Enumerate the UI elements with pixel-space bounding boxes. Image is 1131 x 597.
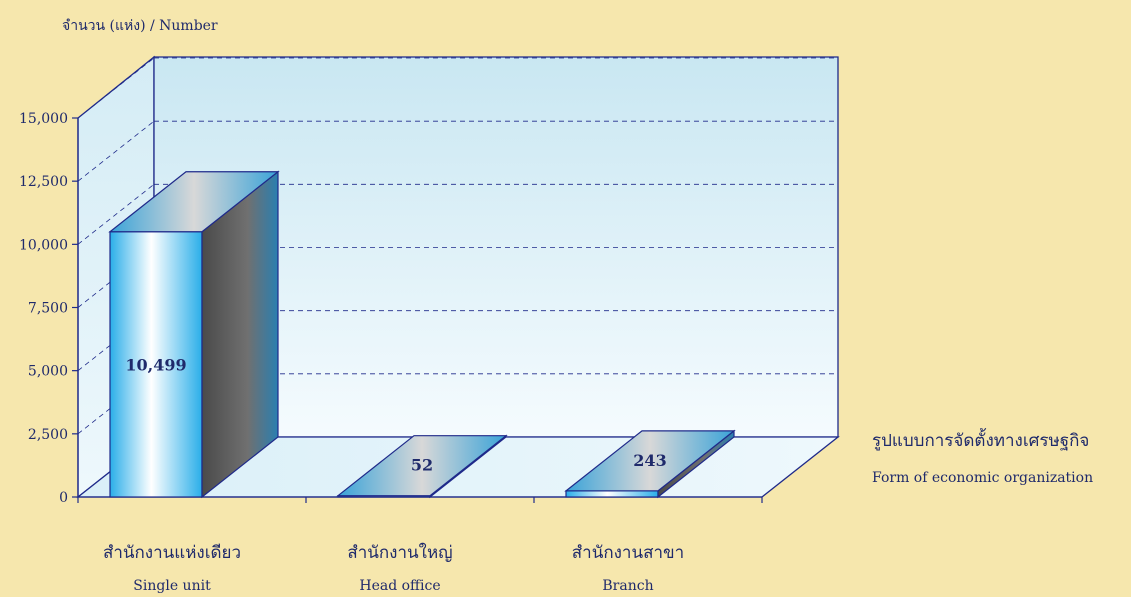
bar bbox=[564, 429, 736, 499]
y-tick-label: 0 bbox=[59, 490, 68, 506]
bars bbox=[108, 170, 736, 499]
category-label-th: สำนักงานสาขา bbox=[572, 543, 684, 563]
category-labels: สำนักงานแห่งเดียว Single unit สำนักงานใหญ่… bbox=[103, 542, 684, 594]
category-label-en: Head office bbox=[359, 578, 440, 594]
y-tick-label: 5,000 bbox=[28, 364, 68, 380]
category-label-en: Branch bbox=[602, 578, 653, 594]
y-tick-label: 2,500 bbox=[28, 427, 68, 443]
x-axis-title-th: รูปแบบการจัดตั้งทางเศรษฐกิจ bbox=[872, 428, 1089, 451]
bar-top bbox=[564, 430, 736, 492]
bar bbox=[336, 434, 508, 499]
bar-front bbox=[565, 490, 659, 498]
category-label-en: Single unit bbox=[133, 578, 211, 594]
grid-line-side bbox=[77, 57, 155, 119]
value-label: 10,499 bbox=[125, 355, 186, 374]
x-axis-ticks bbox=[77, 496, 763, 503]
x-axis-title-en: Form of economic organization bbox=[872, 470, 1093, 486]
value-labels: 10,499 52 243 bbox=[125, 355, 666, 474]
y-axis-title: จำนวน (แห่ง) / Number bbox=[62, 18, 218, 34]
value-label: 52 bbox=[411, 456, 433, 475]
value-label: 243 bbox=[633, 451, 666, 470]
y-tick-label: 15,000 bbox=[19, 111, 68, 127]
grid-line-side bbox=[77, 184, 155, 245]
bar bbox=[108, 170, 280, 499]
category-label-th: สำนักงานใหญ่ bbox=[347, 542, 452, 563]
y-tick-label: 7,500 bbox=[28, 301, 68, 317]
y-tick-label: 12,500 bbox=[19, 174, 68, 190]
y-tick-label: 10,000 bbox=[19, 237, 68, 253]
bar-top bbox=[108, 171, 280, 233]
bar-top bbox=[336, 435, 508, 497]
grid-line-side bbox=[77, 120, 155, 182]
y-axis-ticks: 0 2,500 5,000 7,500 10,000 12,500 15,000 bbox=[19, 111, 79, 506]
category-label-th: สำนักงานแห่งเดียว bbox=[103, 543, 241, 563]
